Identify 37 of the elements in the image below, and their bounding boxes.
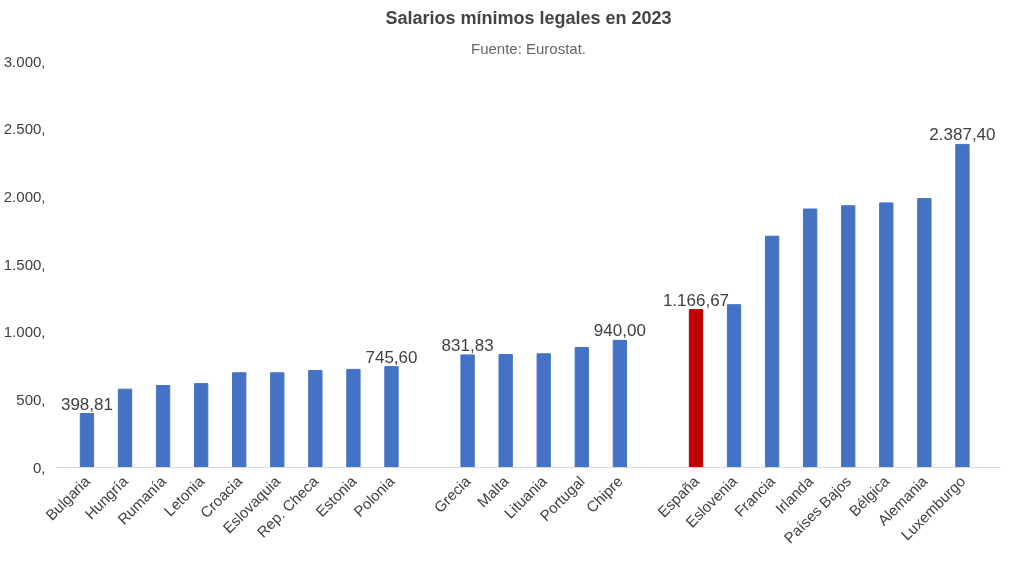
bar bbox=[574, 346, 589, 468]
bar bbox=[384, 366, 399, 468]
bar bbox=[917, 198, 932, 468]
bar bbox=[498, 354, 513, 468]
bar bbox=[308, 369, 323, 468]
bar bbox=[536, 353, 551, 468]
y-tick-label: 0, bbox=[32, 458, 46, 476]
bar bbox=[155, 384, 171, 468]
bar bbox=[688, 309, 704, 468]
y-tick-label: 3.000, bbox=[3, 52, 46, 70]
y-tick-label: 500, bbox=[16, 390, 46, 408]
bar bbox=[79, 413, 95, 468]
y-tick-label: 2.500, bbox=[3, 120, 46, 138]
data-label: 745,60 bbox=[365, 347, 418, 367]
y-tick-label: 2.000, bbox=[3, 187, 46, 205]
bar bbox=[726, 304, 742, 468]
data-label: 940,00 bbox=[593, 321, 646, 341]
bar bbox=[117, 388, 133, 468]
bar bbox=[879, 202, 894, 468]
bar bbox=[460, 354, 475, 468]
bar bbox=[612, 339, 628, 468]
bar bbox=[270, 372, 285, 468]
bar bbox=[232, 372, 247, 468]
bar bbox=[346, 368, 361, 468]
data-label: 831,83 bbox=[441, 335, 494, 355]
bar bbox=[803, 208, 818, 468]
data-label: 1.166,67 bbox=[662, 290, 730, 310]
y-tick-label: 1.000, bbox=[3, 323, 46, 341]
bar bbox=[193, 383, 209, 468]
data-label: 2.387,40 bbox=[929, 125, 996, 145]
data-label: 398,81 bbox=[60, 394, 113, 414]
bar bbox=[955, 143, 970, 468]
bar bbox=[764, 235, 780, 468]
chart-subtitle: Fuente: Eurostat. bbox=[470, 39, 587, 57]
bar bbox=[841, 205, 856, 468]
chart-title: Salarios mínimos legales en 2023 bbox=[385, 7, 672, 28]
y-tick-label: 1.500, bbox=[3, 255, 46, 273]
